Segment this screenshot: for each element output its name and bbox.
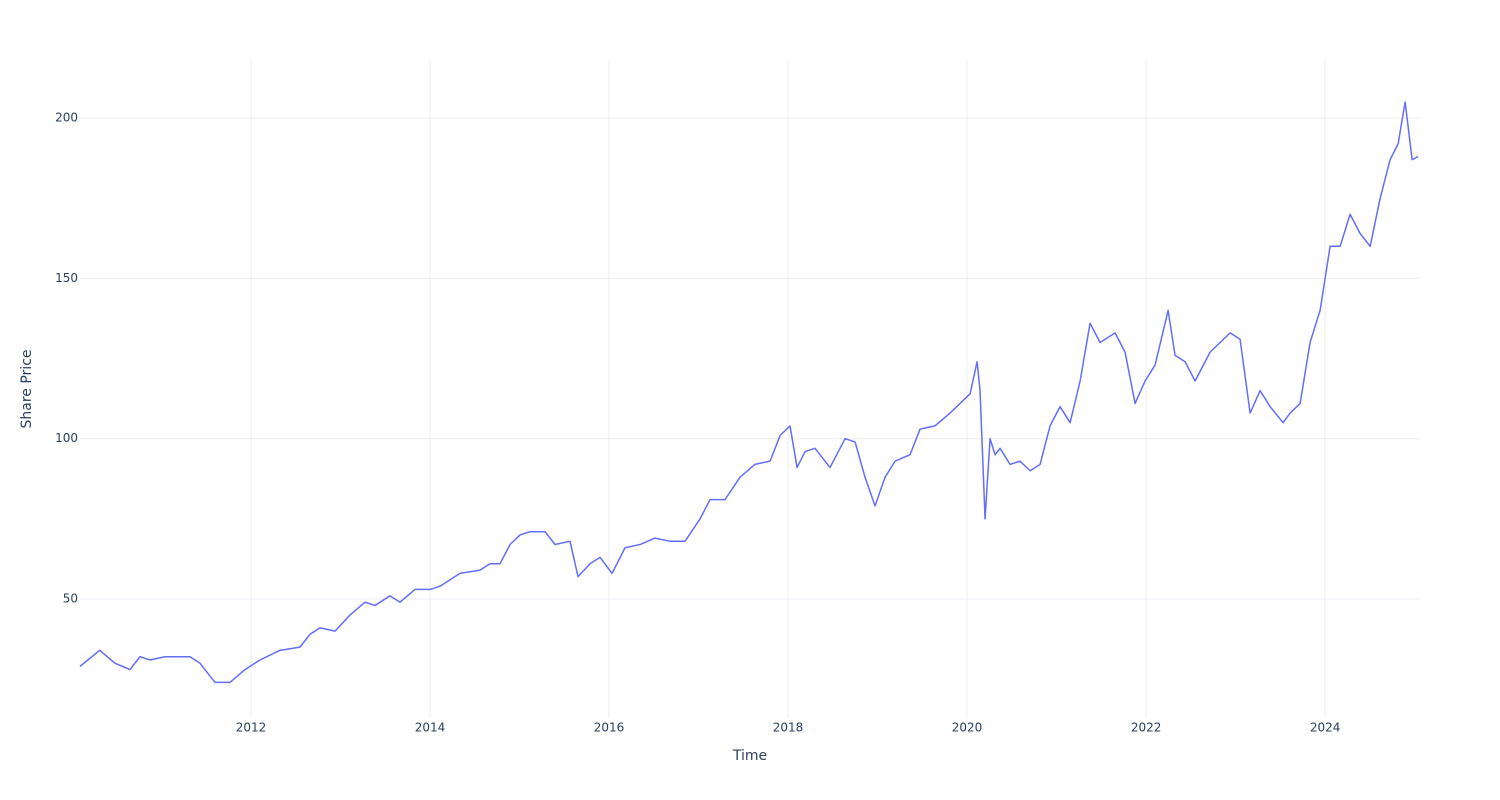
x-tick-label: 2014 [415, 721, 446, 735]
y-tick-label: 50 [63, 592, 78, 606]
x-tick-label: 2012 [236, 721, 267, 735]
y-tick-label: 100 [55, 431, 78, 445]
x-tick-label: 2022 [1131, 721, 1162, 735]
x-tick-label: 2020 [952, 721, 983, 735]
y-tick-label: 150 [55, 271, 78, 285]
price-line [79, 101, 1419, 684]
x-tick-label: 2024 [1310, 721, 1341, 735]
x-tick-label: 2016 [594, 721, 625, 735]
y-axis-title: Share Price [19, 349, 35, 428]
x-axis-title: Time [732, 748, 767, 764]
y-tick-label: 200 [55, 111, 78, 125]
x-tick-label: 2018 [773, 721, 804, 735]
